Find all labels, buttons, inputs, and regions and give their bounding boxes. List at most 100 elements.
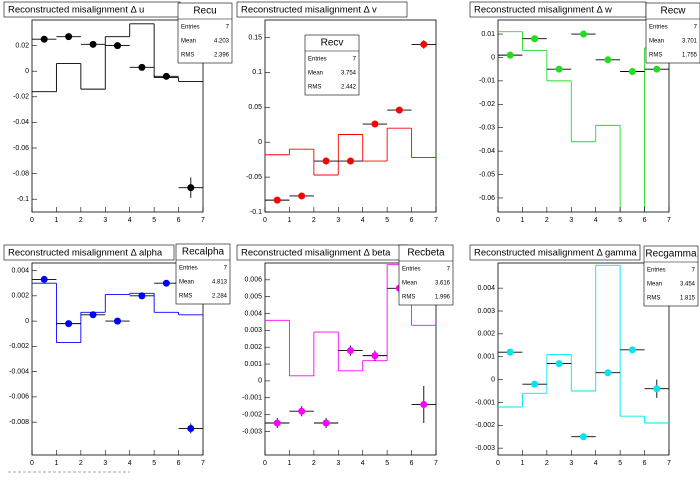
data-point — [506, 51, 514, 59]
data-point — [187, 184, 195, 192]
y-tick-label: -0.05 — [479, 171, 495, 178]
y-tick-label: 0 — [25, 68, 29, 75]
y-tick-label: 0.001 — [244, 361, 262, 368]
stats-value: 2.284 — [212, 294, 228, 300]
stats-value: 7 — [226, 25, 230, 31]
stats-value: 3.754 — [341, 71, 357, 77]
data-point — [65, 33, 73, 41]
plot-area — [498, 30, 669, 212]
data-point — [604, 56, 612, 64]
stats-label: Mean — [181, 39, 196, 45]
x-tick-label: 7 — [667, 460, 671, 467]
stats-label: Entries — [181, 25, 200, 31]
data-point — [114, 42, 121, 50]
stats-value: 7 — [694, 25, 698, 31]
data-point — [273, 196, 281, 204]
stats-label: Entries — [647, 268, 666, 274]
stats-label: Entries — [402, 267, 421, 273]
data-point — [298, 407, 306, 415]
stats-label: RMS — [402, 295, 415, 301]
y-tick-label: 0 — [491, 376, 495, 383]
x-tick-label: 4 — [361, 460, 365, 467]
plot-frame — [497, 19, 670, 213]
stats-box — [304, 34, 360, 96]
data-point — [322, 419, 330, 427]
y-tick-label: 0.002 — [244, 344, 262, 351]
y-tick-label: -0.04 — [13, 119, 29, 126]
x-tick-label: 2 — [545, 460, 549, 467]
stats-name: Recgamma — [645, 249, 697, 260]
y-tick-label: 0.005 — [244, 294, 262, 301]
data-point — [298, 192, 306, 200]
data-point — [162, 279, 170, 287]
x-tick-label: 5 — [618, 460, 622, 467]
data-point — [531, 380, 539, 388]
y-tick-label: 0 — [258, 378, 262, 385]
x-tick-label: 4 — [128, 217, 132, 224]
stats-box — [643, 245, 699, 307]
y-tick-label: -0.002 — [9, 343, 29, 350]
stats-value: 1.815 — [680, 296, 696, 302]
y-tick-label: 0.004 — [477, 285, 495, 292]
title-box — [236, 1, 408, 18]
stats-value: 7 — [353, 57, 357, 63]
y-tick-label: 0.002 — [477, 331, 495, 338]
y-tick-label: 0.05 — [248, 104, 262, 111]
x-tick-label: 6 — [410, 217, 414, 224]
stats-value: 7 — [224, 266, 228, 272]
x-tick-label: 7 — [201, 460, 205, 467]
y-tick-label: -0.02 — [479, 101, 495, 108]
y-tick-label: -0.001 — [475, 399, 495, 406]
chart-title: Reconstructed misalignment Δ gamma — [474, 248, 637, 259]
data-point — [420, 400, 428, 408]
x-tick-label: 1 — [520, 217, 524, 224]
y-tick-label: -0.04 — [479, 148, 495, 155]
data-point — [531, 35, 539, 43]
data-point — [371, 120, 379, 128]
stats-label: Entries — [179, 266, 198, 272]
x-tick-label: 3 — [103, 460, 107, 467]
data-point — [653, 65, 661, 73]
y-tick-label: 0.002 — [11, 293, 29, 300]
stats-value: 2.442 — [341, 85, 357, 91]
pad: 0 1 2 3 4 5 6 7 -0.1 -0.05 0 0.05 0.1 0.15 Reconstruct… — [236, 1, 438, 224]
data-point — [138, 63, 146, 71]
x-tick-label: 5 — [385, 460, 389, 467]
y-tick-label: -0.002 — [242, 411, 262, 418]
chart-title: Reconstructed misalignment Δ w — [474, 5, 612, 16]
x-tick-label: 5 — [385, 217, 389, 224]
y-tick-label: 0.15 — [248, 34, 262, 41]
x-tick-label: 7 — [667, 217, 671, 224]
stats-name: Recv — [321, 38, 344, 49]
data-point — [580, 30, 587, 38]
y-tick-label: -0.1 — [250, 209, 262, 216]
y-tick-label: -0.006 — [9, 394, 29, 401]
x-tick-label: 0 — [263, 460, 267, 467]
stats-label: Entries — [308, 57, 327, 63]
x-tick-label: 1 — [54, 460, 58, 467]
y-tick-label: -0.1 — [17, 196, 29, 203]
stats-value: 3.701 — [682, 39, 698, 45]
stats-name: Recalpha — [182, 247, 225, 258]
x-tick-label: 2 — [312, 460, 316, 467]
data-point — [40, 35, 48, 43]
x-tick-label: 6 — [643, 217, 647, 224]
x-tick-label: 6 — [410, 460, 414, 467]
stats-value: 2.396 — [214, 53, 230, 59]
data-point — [371, 352, 379, 360]
stats-label: Mean — [402, 281, 417, 287]
plot-frame — [31, 19, 204, 213]
data-point — [604, 369, 612, 377]
stats-label: RMS — [181, 53, 194, 59]
y-tick-label: -0.003 — [475, 445, 495, 452]
data-point — [506, 348, 514, 356]
y-tick-label: -0.004 — [9, 368, 29, 375]
y-tick-label: 0.003 — [477, 308, 495, 315]
stats-box — [645, 2, 700, 64]
data-point — [322, 157, 330, 165]
stats-label: RMS — [649, 53, 662, 59]
data-point — [89, 40, 97, 48]
stats-box — [177, 2, 233, 64]
pad: 0 1 2 3 4 5 6 7 -0.06 -0.05 -0.04 -0.03 -0.02 -0.01 0 0… — [469, 1, 700, 224]
x-tick-label: 7 — [434, 460, 438, 467]
